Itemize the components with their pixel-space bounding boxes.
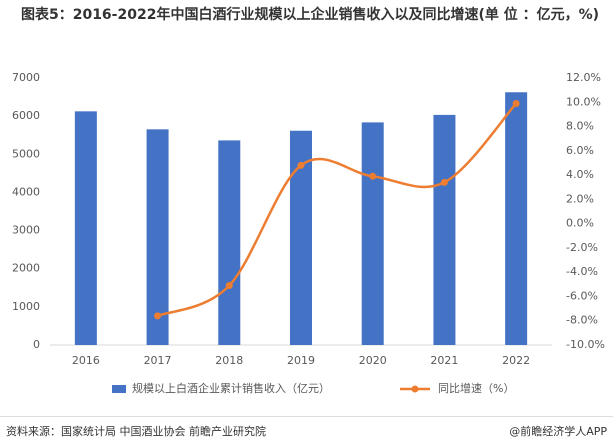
y-tick-label: 5000 <box>12 147 40 160</box>
chart: 0 1000 2000 3000 4000 5000 6000 7000 -10.0% -8.0%… <box>12 71 605 395</box>
x-tick-label: 2022 <box>502 354 530 367</box>
y2-tick-label: 6.0% <box>566 144 594 157</box>
y2-tick-label: 12.0% <box>566 71 601 84</box>
line <box>157 102 518 318</box>
y2-tick-label: -10.0% <box>566 338 605 351</box>
bar <box>290 130 312 345</box>
y-tick-label: 7000 <box>12 71 40 84</box>
y-tick-label: 1000 <box>12 300 40 313</box>
y-tick-label: 3000 <box>12 224 40 237</box>
bar <box>361 122 384 345</box>
line-point <box>297 161 305 169</box>
bar <box>74 111 97 346</box>
y-tick-label: 0 <box>33 338 40 351</box>
legend-label: 同比增速（%） <box>438 381 514 395</box>
source: 资料来源：国家统计局 中国酒业协会 前瞻产业研究院 <box>6 425 266 438</box>
line-point <box>225 282 233 290</box>
y2-tick-label: -4.0% <box>566 265 598 278</box>
chart-title: 图表5：2016-2022年中国白酒行业规模以上企业销售收入以及同比增速(单 位… <box>20 7 600 23</box>
y2-tick-label: 4.0% <box>566 168 594 181</box>
x-tick-label: 2017 <box>144 354 172 367</box>
y-tick-label: 6000 <box>12 109 40 122</box>
line-point <box>369 172 377 180</box>
bar <box>505 92 528 345</box>
y-tick-label: 4000 <box>12 185 40 198</box>
bar <box>146 129 169 345</box>
y2-tick-label: 10.0% <box>566 95 601 108</box>
x-tick-label: 2019 <box>287 354 315 367</box>
y2-tick-label: -8.0% <box>566 314 598 327</box>
brand: @前瞻经济学人APP <box>509 425 607 438</box>
y2-tick-label: -2.0% <box>566 241 598 254</box>
x-tick-label: 2021 <box>430 354 458 367</box>
x-tick-label: 2016 <box>72 354 100 367</box>
y2-tick-label: 2.0% <box>566 192 594 205</box>
line-point <box>154 312 162 320</box>
y2-tick-label: -6.0% <box>566 289 598 302</box>
y2-tick-label: 8.0% <box>566 120 594 133</box>
footer: 资料来源：国家统计局 中国酒业协会 前瞻产业研究院 @前瞻经济学人APP <box>0 416 613 447</box>
legend-swatch <box>411 385 419 393</box>
y2-tick-label: 0.0% <box>566 217 594 230</box>
legend-label: 规模以上白酒企业累计销售收入（亿元） <box>132 381 330 395</box>
x-tick-label: 2020 <box>359 354 387 367</box>
y-tick-label: 2000 <box>12 262 40 275</box>
x-tick-label: 2018 <box>215 354 243 367</box>
line-point <box>440 178 448 186</box>
legend-swatch <box>112 385 126 393</box>
bar <box>218 140 241 345</box>
bar <box>433 114 456 345</box>
line-point <box>512 99 520 107</box>
